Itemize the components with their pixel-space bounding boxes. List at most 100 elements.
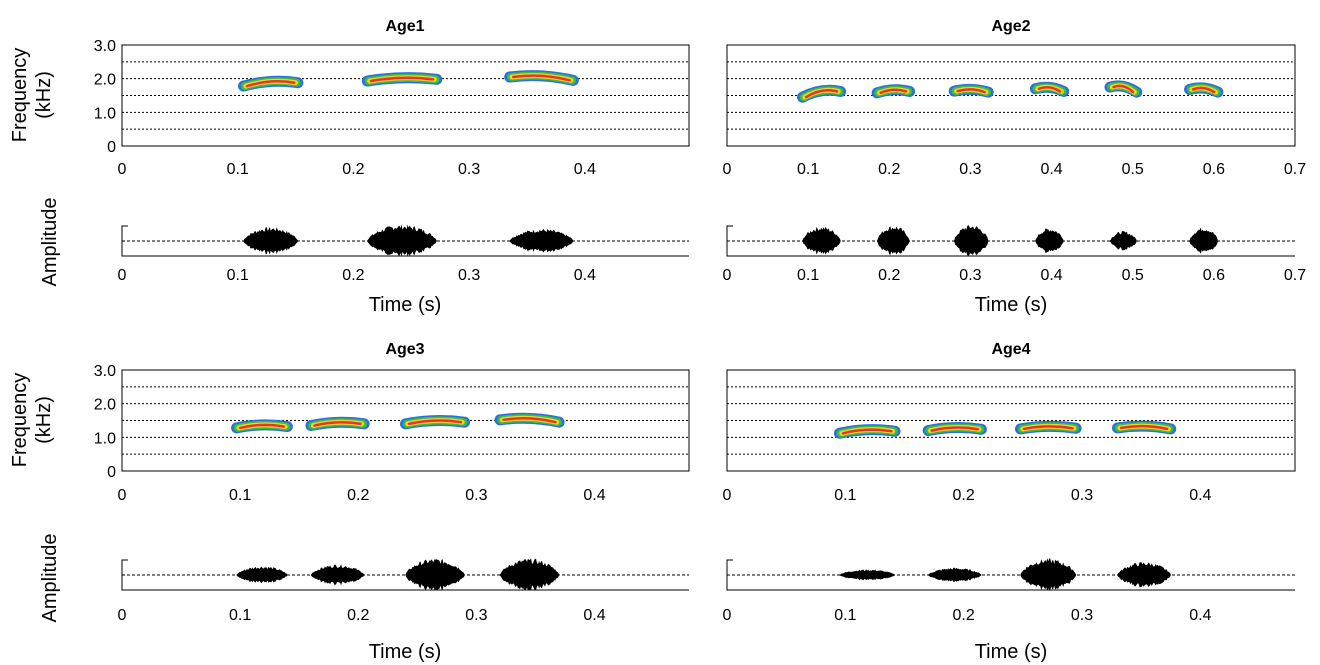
x-tick-label: 0.4 [583,487,605,504]
contour-layer [502,417,557,424]
x-tick-label: 0.2 [953,487,975,504]
spectrogram-x-tick-labels: 0 0.1 0.2 0.3 0.4 0.5 0.6 0.7 [723,161,1307,178]
contour-layer [369,76,435,83]
x-tick-label: 0.1 [834,487,856,504]
contour-layer [804,89,839,99]
panel-title-age3: Age3 [385,341,424,358]
note-contour [871,84,916,99]
frequency-tick-label: 3.0 [94,363,116,380]
contour-layer [511,74,571,82]
x-tick-label: 0.3 [1071,607,1093,624]
x-tick-label: 0 [723,267,732,284]
note-contour [1029,81,1070,97]
x-tick-label: 0.1 [227,267,249,284]
x-tick-label: 0.1 [834,607,856,624]
note-contour [361,72,443,87]
x-tick-label: 0.1 [229,487,251,504]
x-tick-label: 0 [723,487,732,504]
y-axis-label-amplitude-row1: Amplitude [39,198,61,287]
x-tick-label: 0.2 [878,161,900,178]
x-axis-label: Time (s) [975,294,1048,316]
amplitude-x-tick-labels: 0 0.1 0.2 0.3 0.4 [118,267,597,284]
panel-title-age2: Age2 [991,18,1030,35]
x-tick-label: 0.4 [574,161,596,178]
frequency-label-line1: Frequency [9,48,31,143]
waveform-burst [1035,228,1064,253]
x-tick-label: 0.4 [574,267,596,284]
panel-age4: Age4 0 0.1 0.2 0.3 0.4 0 0.1 0.2 0.3 0.4 Time (s… [723,341,1296,663]
waveform-burst [954,224,989,257]
frequency-tick-label: 0 [107,464,116,481]
note-contour [231,419,293,434]
note-contour [1184,82,1224,98]
x-tick-label: 0 [723,161,732,178]
amplitude-waveform [726,224,1295,257]
x-tick-label: 0.6 [1203,267,1225,284]
frequency-tick-label: 1.0 [94,430,116,447]
x-tick-label: 0.5 [1122,267,1144,284]
waveform-burst [1117,562,1171,588]
x-tick-label: 0.2 [342,267,364,284]
y-axis-label-frequency-row1: Frequency (kHz) [9,48,55,143]
contour-layer [407,419,463,426]
x-tick-label: 0.2 [953,607,975,624]
x-tick-label: 0.7 [1284,267,1306,284]
frequency-tick-label: 2.0 [94,72,116,89]
amplitude-x-tick-labels: 0 0.1 0.2 0.3 0.4 [723,607,1212,624]
frequency-gridlines [122,61,689,130]
note-contour [1104,80,1143,98]
frequency-label-line2: (kHz) [33,71,55,119]
note-contour [1014,420,1082,435]
x-tick-label: 0.3 [458,161,480,178]
contour-layer [238,423,286,430]
x-tick-label: 0.2 [878,267,900,284]
waveform-burst [311,564,365,586]
contour-layer [956,88,986,94]
x-tick-label: 0.2 [347,487,369,504]
frequency-tick-label: 3.0 [94,38,116,55]
waveform-burst [1110,230,1137,251]
panel-title-age1: Age1 [385,18,424,35]
spectrogram-notes [796,80,1224,103]
x-tick-label: 0.5 [1122,161,1144,178]
panel-title-age4: Age4 [991,341,1030,358]
waveform-burst [839,569,895,581]
x-tick-label: 0.3 [465,607,487,624]
contour-layer [1191,86,1216,94]
note-contour [922,422,987,437]
waveform-burst [1189,227,1218,254]
x-tick-label: 0.4 [1040,267,1062,284]
x-axis-label: Time (s) [369,641,442,663]
waveform-burst [500,558,560,591]
x-tick-label: 0.3 [959,161,981,178]
amplitude-waveform [121,224,689,257]
amplitude-waveform [726,558,1295,591]
x-axis-label: Time (s) [975,641,1048,663]
waveform-burst [1020,558,1077,591]
frequency-tick-label: 1.0 [94,105,116,122]
contour-layer [879,88,908,95]
x-axis-label: Time (s) [369,294,442,316]
contour-layer [930,426,980,432]
panel-age2: Age2 0 0.1 0.2 0.3 0.4 0.5 0.6 0.7 0 0.1 0.2 0.3 0.… [723,18,1307,316]
note-contour [494,412,565,428]
x-tick-label: 0.4 [1189,487,1211,504]
x-tick-label: 0.4 [1189,607,1211,624]
frequency-gridlines [727,386,1295,455]
x-tick-label: 0.4 [1040,161,1062,178]
contour-layer [1037,86,1062,93]
contour-layer [841,428,893,435]
contour-layer [1022,425,1074,431]
x-tick-label: 0 [723,607,732,624]
spectrogram-notes [833,420,1177,439]
y-axis-label-amplitude-row2: Amplitude [39,534,61,623]
contour-layer [245,80,296,88]
waveform-burst [243,226,298,255]
contour-layer [1112,84,1135,94]
x-tick-label: 0.1 [227,161,249,178]
spectrogram-x-tick-labels: 0 0.1 0.2 0.3 0.4 [118,161,597,178]
note-contour [238,75,304,92]
spectrogram-notes [238,70,579,92]
x-tick-label: 0.3 [959,267,981,284]
